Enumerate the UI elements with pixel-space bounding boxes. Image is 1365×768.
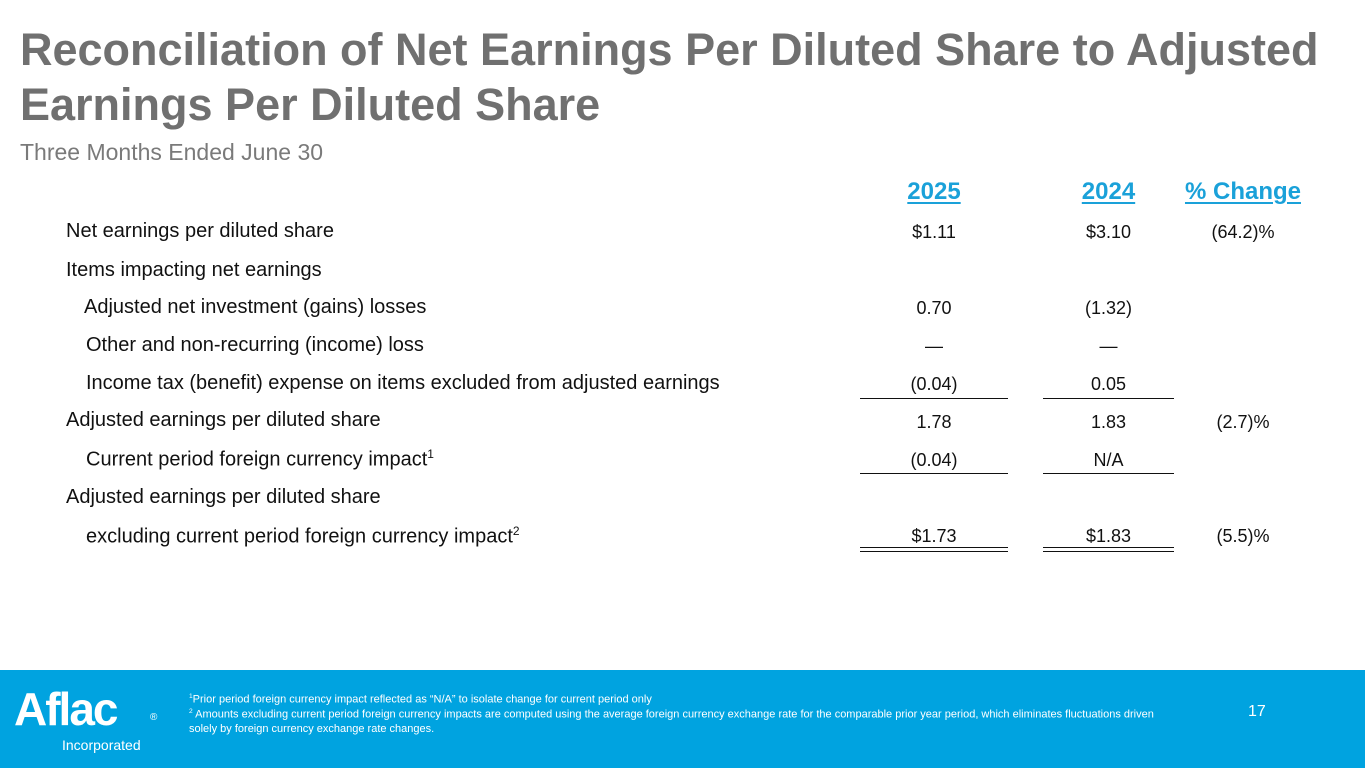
cell-2025: (0.04): [910, 374, 958, 394]
cell-2024: 1.83: [1090, 412, 1127, 432]
cell-pct-change: (2.7)%: [1216, 412, 1270, 432]
cell-2025: 0.70: [916, 298, 952, 318]
row-label: Adjusted earnings per diluted share: [66, 486, 381, 508]
cell-2024: (1.32): [1084, 298, 1133, 318]
page-title: Reconciliation of Net Earnings Per Dilut…: [20, 24, 1319, 130]
cell-2025: $1.11: [912, 222, 956, 242]
row-label: Adjusted net investment (gains) losses: [84, 296, 427, 318]
cell-pct-change: (64.2)%: [1211, 222, 1275, 242]
cell-2025: $1.73: [911, 526, 957, 546]
cell-2025: 1.78: [916, 412, 952, 432]
subtotal-rule: [860, 473, 1008, 474]
row-label: Net earnings per diluted share: [66, 220, 334, 242]
row-label: Current period foreign currency impact1: [86, 447, 434, 471]
cell-pct-change: (5.5)%: [1216, 526, 1270, 546]
column-header-2024: 2024: [1081, 178, 1136, 205]
subtotal-rule: [860, 398, 1008, 399]
cell-2024: —: [1099, 336, 1118, 356]
cell-2024: N/A: [1093, 450, 1124, 470]
footnote-2: 2 Amounts excluding current period forei…: [189, 708, 1154, 735]
row-label: Other and non-recurring (income) loss: [86, 334, 424, 356]
page-number: 17: [1248, 703, 1266, 720]
column-header-2025: 2025: [907, 178, 961, 205]
page-subtitle: Three Months Ended June 30: [20, 139, 324, 165]
footnote-1: 1Prior period foreign currency impact re…: [189, 693, 652, 706]
footer-bar: [0, 670, 1365, 768]
cell-2025: —: [925, 336, 943, 356]
column-header-pct-change: % Change: [1184, 178, 1301, 205]
footnote-ref: 2: [512, 524, 520, 538]
cell-2024: $1.83: [1085, 526, 1132, 546]
cell-2024: $3.10: [1085, 222, 1132, 242]
subtotal-rule: [1043, 473, 1174, 474]
row-label: Items impacting net earnings: [66, 259, 322, 281]
row-label: excluding current period foreign currenc…: [86, 524, 520, 548]
cell-2024: 0.05: [1090, 374, 1127, 394]
subtotal-rule: [1043, 398, 1174, 399]
total-double-rule: [860, 547, 1008, 552]
cell-2025: (0.04): [910, 450, 958, 470]
row-label: Income tax (benefit) expense on items ex…: [86, 372, 720, 394]
aflac-logo: Aflac: [14, 683, 118, 735]
registered-mark: ®: [150, 712, 158, 723]
total-double-rule: [1043, 547, 1174, 552]
row-label: Adjusted earnings per diluted share: [66, 409, 381, 431]
logo-subtitle: Incorporated: [62, 737, 141, 753]
footnote-ref: 1: [427, 447, 434, 461]
